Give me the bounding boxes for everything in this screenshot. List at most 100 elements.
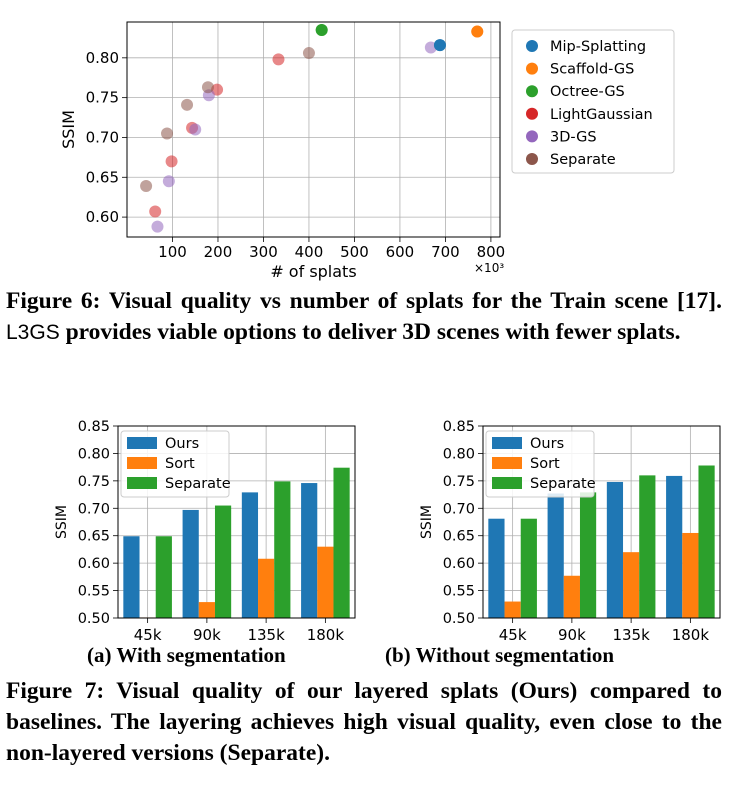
legend-marker [526, 130, 538, 143]
y-axis-label: SSIM [59, 110, 78, 149]
bar-sort-180k [682, 532, 699, 618]
legend-label: Ours [530, 436, 564, 452]
data-point-lightgaussian [272, 53, 285, 66]
legend-marker [526, 85, 538, 98]
y-tick-label: 0.55 [443, 584, 475, 600]
bar-ours-180k [301, 483, 318, 618]
y-tick-label: 0.85 [443, 419, 475, 435]
x-tick-label: 800 [477, 243, 506, 261]
legend-label: Ours [165, 436, 199, 452]
legend-swatch [492, 477, 522, 489]
legend-marker [526, 62, 538, 75]
y-tick-label: 0.80 [78, 446, 110, 462]
bar-separate-45k [520, 518, 537, 618]
y-tick-label: 0.70 [78, 501, 110, 517]
with-segmentation-bar-chart: 0.50 0.55 0.60 0.65 0.70 0.75 0.80 0.85 45k 90k 13… [54, 419, 356, 642]
bar-ours-90k [547, 493, 564, 618]
data-point-lightgaussian [165, 155, 178, 168]
y-tick-label: 0.60 [86, 208, 119, 226]
bar-sort-180k [317, 546, 334, 618]
bar-sort-90k [563, 575, 580, 618]
x-tick-label: 180k [307, 626, 345, 642]
bar-ours-180k [666, 475, 683, 618]
x-tick-label: 300 [249, 243, 278, 261]
data-point-solid-mip-splatting [433, 39, 446, 52]
y-tick-label: 0.75 [78, 474, 110, 490]
data-point-3d-gs [151, 220, 164, 233]
legend-swatch [127, 477, 157, 489]
y-axis-label: SSIM [419, 505, 435, 539]
x-tick-label: 90k [193, 626, 221, 642]
y-tick-label: 0.50 [443, 611, 475, 627]
x-axis-label: # of splats [270, 262, 356, 281]
x-tick-label: 400 [295, 243, 324, 261]
data-point-3d-gs [424, 41, 437, 54]
x-tick-label: 500 [340, 243, 369, 261]
subfigure-a-caption: (a) With segmentation [87, 643, 286, 667]
bar-ours-135k [241, 492, 259, 618]
bar-sort-135k [258, 558, 275, 618]
y-tick-label: 0.75 [86, 89, 119, 107]
legend-label: Scaffold-GS [550, 62, 634, 78]
legend-label: LightGaussian [550, 107, 653, 123]
bar-separate-135k [639, 475, 656, 618]
legend-marker [526, 107, 538, 120]
data-point-3d-gs [189, 123, 202, 136]
bar-separate-180k [333, 467, 350, 618]
legend-label: Separate [165, 476, 231, 492]
x-tick-label: 135k [612, 626, 650, 642]
legend-swatch [492, 457, 522, 469]
bar-sort-45k [504, 601, 521, 618]
plot-frame [126, 21, 501, 238]
figure-6-caption-prefix: Figure 6: Visual quality vs number of sp… [6, 288, 722, 314]
figure-6-caption-system-name: L3GS [6, 321, 60, 344]
x-tick-label: 700 [431, 243, 460, 261]
x-tick-label: 45k [134, 626, 162, 642]
subfigure-b-caption: (b) Without segmentation [385, 643, 615, 667]
bar-separate-180k [698, 465, 715, 618]
legend-label: Sort [530, 456, 560, 472]
x-tick-label: 600 [386, 243, 415, 261]
y-tick-label: 0.75 [443, 474, 475, 490]
y-axis-label: SSIM [54, 505, 70, 539]
x-axis-multiplier: ×10³ [474, 261, 504, 275]
figure-6-caption: Figure 6: Visual quality vs number of sp… [6, 286, 722, 348]
data-point-separate [302, 47, 315, 60]
legend-label: Mip-Splatting [550, 39, 646, 55]
bar-separate-45k [155, 536, 172, 618]
y-tick-label: 0.65 [78, 529, 110, 545]
x-tick-label: 200 [204, 243, 233, 261]
y-tick-label: 0.55 [78, 584, 110, 600]
y-tick-label: 0.85 [78, 419, 110, 435]
y-tick-label: 0.70 [86, 128, 119, 146]
x-tick-label: 45k [499, 626, 527, 642]
plot-frame [117, 425, 356, 619]
data-point-separate [181, 98, 194, 111]
bar-ours-90k [182, 509, 199, 618]
bar-separate-90k [214, 505, 232, 618]
data-point-separate [201, 81, 214, 94]
y-tick-label: 0.80 [86, 49, 119, 67]
x-tick-label: 180k [672, 626, 710, 642]
data-point-lightgaussian [149, 205, 162, 218]
y-tick-label: 0.70 [443, 501, 475, 517]
legend-swatch [492, 437, 522, 449]
y-tick-label: 0.80 [443, 446, 475, 462]
figure-7-caption: Figure 7: Visual quality of our layered … [6, 678, 722, 766]
bar-separate-90k [579, 492, 597, 618]
data-point-solid-scaffold-gs [471, 25, 484, 38]
legend-marker [526, 40, 538, 52]
legend-label: Separate [530, 476, 596, 492]
bar-ours-45k [488, 518, 505, 618]
legend-label: Sort [165, 456, 195, 472]
y-tick-label: 0.50 [78, 611, 110, 627]
bar-ours-135k [606, 481, 624, 618]
data-point-separate [140, 180, 153, 193]
legend-label: Octree-GS [550, 84, 625, 100]
legend-box [511, 29, 675, 174]
plot-frame [482, 425, 721, 619]
y-tick-label: 0.60 [443, 556, 475, 572]
bar-separate-135k [274, 481, 291, 618]
legend-label: Separate [550, 152, 616, 168]
bar-sort-135k [623, 552, 640, 618]
